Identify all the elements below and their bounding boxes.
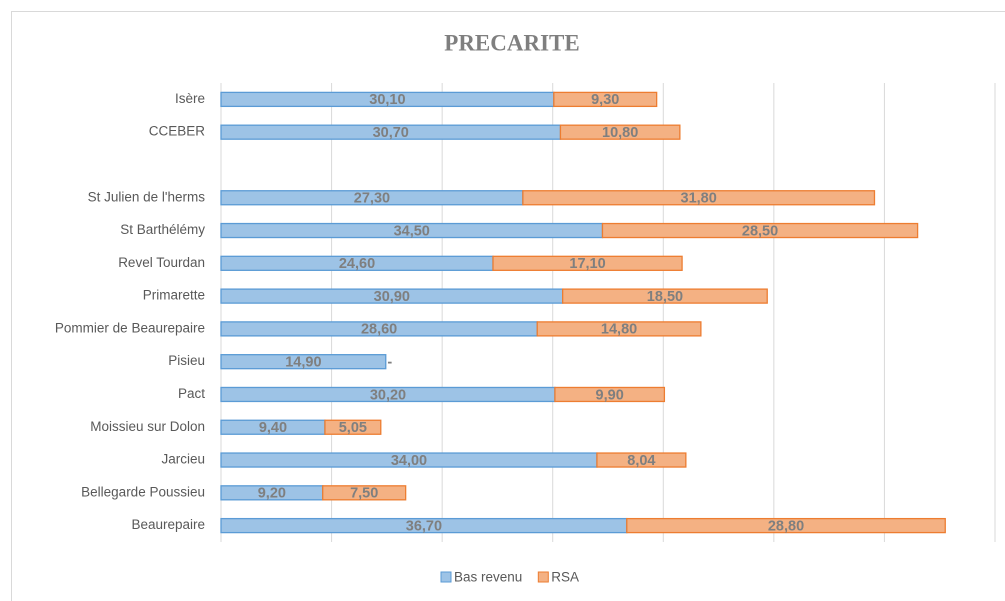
data-label: 36,70: [406, 518, 442, 534]
data-label: 18,50: [647, 289, 683, 305]
chart-title: PRECARITE: [444, 30, 579, 55]
bar-segment: [596, 452, 687, 468]
y-tick-label: Beaurepaire: [131, 517, 205, 532]
y-tick-label: Bellegarde Poussieu: [81, 484, 205, 499]
data-label: 10,80: [602, 125, 638, 141]
y-tick-label: Jarcieu: [161, 452, 205, 467]
data-label: 17,10: [569, 256, 605, 272]
bar-segment: [492, 255, 683, 271]
bar-segment: [562, 288, 768, 304]
data-label: 30,90: [374, 289, 410, 305]
data-label: 30,10: [369, 92, 405, 108]
bar-segment: [601, 222, 919, 239]
bar-segment: [220, 354, 387, 370]
data-label: 24,60: [339, 256, 375, 272]
bar-segment: [554, 386, 666, 403]
bar-segment: [322, 485, 407, 501]
y-tick-label: Revel Tourdan: [118, 255, 205, 270]
y-tick-label: Isère: [175, 91, 205, 106]
legend-label: Bas revenu: [454, 570, 522, 585]
data-label: 9,90: [596, 387, 624, 403]
legend-swatch: [537, 571, 549, 583]
data-label: 9,30: [591, 92, 619, 108]
bar-segment: [626, 517, 946, 534]
bar-segment: [559, 124, 681, 140]
data-label: 28,80: [768, 518, 804, 534]
legend-swatch: [440, 571, 452, 583]
data-label: 31,80: [681, 191, 717, 207]
bar-segment: [536, 321, 702, 337]
data-label: 5,05: [339, 420, 367, 436]
y-tick-label: Pisieu: [168, 353, 205, 368]
y-tick-label: Pact: [178, 386, 205, 401]
legend-label: RSA: [551, 570, 579, 585]
data-label: 9,40: [259, 420, 287, 436]
y-tick-label: Primarette: [143, 288, 205, 303]
data-label: -: [387, 355, 392, 371]
y-tick-label: Moissieu sur Dolon: [90, 419, 205, 434]
data-label: 8,04: [627, 453, 655, 469]
bar-segment: [553, 91, 658, 108]
data-label: 30,20: [370, 387, 406, 403]
y-tick-label: Pommier de Beaurepaire: [55, 320, 205, 335]
y-tick-label: St Julien de l'herms: [88, 189, 206, 204]
data-label: 9,20: [258, 486, 286, 502]
data-label: 7,50: [350, 486, 378, 502]
data-label: 14,80: [601, 322, 637, 338]
data-label: 14,90: [285, 355, 321, 371]
bar-segment: [522, 190, 876, 206]
data-label: 27,30: [354, 191, 390, 207]
bar-segment: [324, 419, 382, 435]
data-label: 28,50: [742, 223, 778, 239]
chart-frame: [11, 11, 1005, 601]
data-label: 30,70: [373, 125, 409, 141]
y-tick-label: CCEBER: [149, 124, 206, 139]
data-label: 34,00: [391, 453, 427, 469]
y-tick-label: St Barthélémy: [120, 222, 205, 237]
data-label: 34,50: [394, 223, 430, 239]
data-label: 28,60: [361, 322, 397, 338]
